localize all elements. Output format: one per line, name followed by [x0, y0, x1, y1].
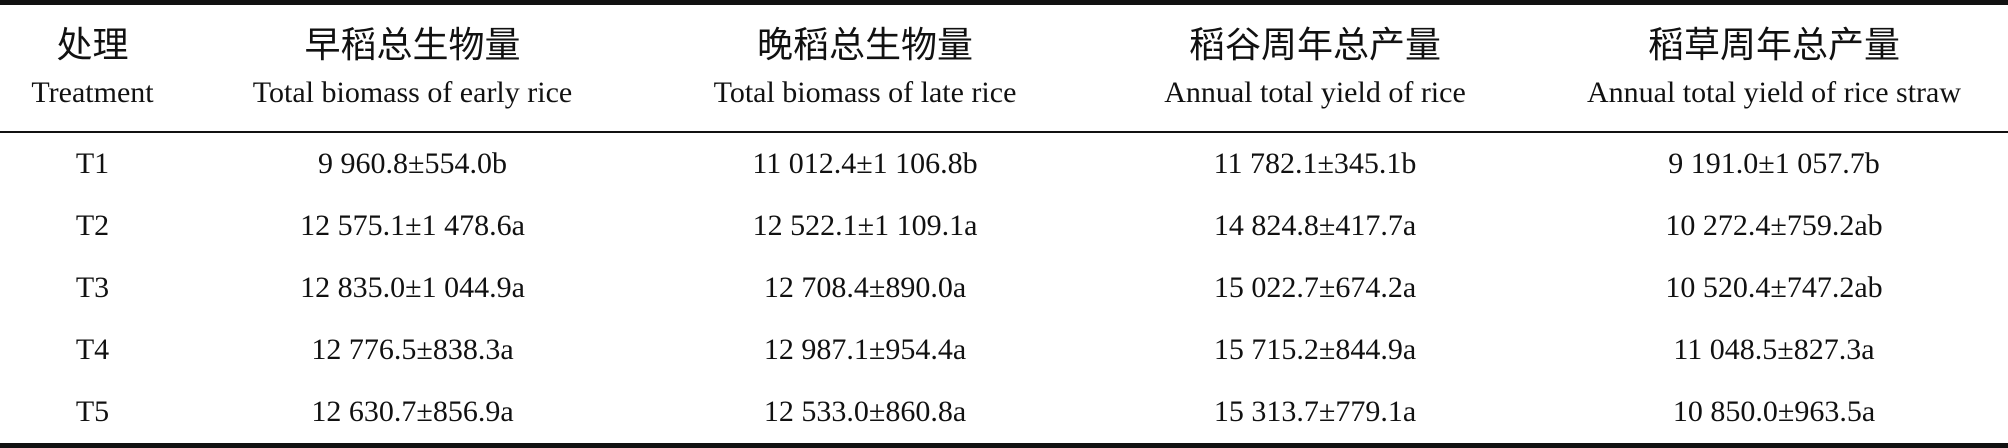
- value-cell: 12 575.1±1 478.6a: [300, 209, 525, 242]
- value-cell: 12 987.1±954.4a: [763, 333, 967, 366]
- value-cell: 12 630.7±856.9a: [311, 395, 514, 428]
- table-row: T2 12 575.1±1 478.6a 12 522.1±1 109.1a 14 8…: [0, 195, 2008, 257]
- header-zh: 早稻总生物量: [304, 25, 521, 66]
- header-cell: 早稻总生物量 Total biomass of early rice: [185, 2, 640, 133]
- value-cell: 15 022.7±674.2a: [1213, 271, 1417, 304]
- treatment-cell: T1: [75, 147, 110, 180]
- header-row: 处理 Treatment 早稻总生物量 Total biomass of early …: [0, 2, 2008, 133]
- header-en: Treatment: [31, 76, 154, 109]
- header-cell: 晚稻总生物量 Total biomass of late rice: [640, 2, 1090, 133]
- header-cell: 稻谷周年总产量 Annual total yield of rice: [1090, 2, 1540, 133]
- header-en: Annual total yield of rice straw: [1586, 76, 1962, 109]
- value-cell: 9 191.0±1 057.7b: [1668, 147, 1880, 180]
- treatment-cell: T4: [75, 333, 110, 366]
- value-cell: 10 850.0±963.5a: [1672, 395, 1876, 428]
- table-row: T3 12 835.0±1 044.9a 12 708.4±890.0a 15 022…: [0, 257, 2008, 319]
- header-zh: 稻草周年总产量: [1647, 25, 1900, 66]
- value-cell: 9 960.8±554.0b: [318, 147, 507, 180]
- treatment-cell: T5: [75, 395, 110, 428]
- value-cell: 12 533.0±860.8a: [763, 395, 967, 428]
- table-row: T5 12 630.7±856.9a 12 533.0±860.8a 15 313.7…: [0, 381, 2008, 446]
- header-en: Annual total yield of rice: [1164, 76, 1466, 109]
- header-zh: 稻谷周年总产量: [1188, 25, 1441, 66]
- table-header: 处理 Treatment 早稻总生物量 Total biomass of early …: [0, 2, 2008, 133]
- value-cell: 12 776.5±838.3a: [311, 333, 514, 366]
- value-cell: 11 048.5±827.3a: [1673, 333, 1875, 366]
- treatment-cell: T2: [75, 209, 110, 242]
- value-cell: 15 715.2±844.9a: [1213, 333, 1417, 366]
- header-zh: 处理: [56, 25, 129, 66]
- value-cell: 11 012.4±1 106.8b: [752, 147, 978, 180]
- header-en: Total biomass of late rice: [713, 76, 1017, 109]
- value-cell: 12 835.0±1 044.9a: [300, 271, 525, 304]
- value-cell: 12 522.1±1 109.1a: [752, 209, 978, 242]
- value-cell: 10 272.4±759.2ab: [1665, 209, 1883, 242]
- header-cell: 稻草周年总产量 Annual total yield of rice straw: [1540, 2, 2008, 133]
- value-cell: 14 824.8±417.7a: [1213, 209, 1417, 242]
- table-body: T1 9 960.8±554.0b 11 012.4±1 106.8b 11 782.…: [0, 132, 2008, 446]
- value-cell: 15 313.7±779.1a: [1213, 395, 1417, 428]
- treatment-cell: T3: [75, 271, 110, 304]
- header-en: Total biomass of early rice: [252, 76, 573, 109]
- table-row: T4 12 776.5±838.3a 12 987.1±954.4a 15 715.2…: [0, 319, 2008, 381]
- value-cell: 12 708.4±890.0a: [763, 271, 967, 304]
- value-cell: 11 782.1±345.1b: [1213, 147, 1417, 180]
- header-cell: 处理 Treatment: [0, 2, 185, 133]
- value-cell: 10 520.4±747.2ab: [1665, 271, 1883, 304]
- header-zh: 晚稻总生物量: [756, 25, 973, 66]
- table-row: T1 9 960.8±554.0b 11 012.4±1 106.8b 11 782.…: [0, 132, 2008, 195]
